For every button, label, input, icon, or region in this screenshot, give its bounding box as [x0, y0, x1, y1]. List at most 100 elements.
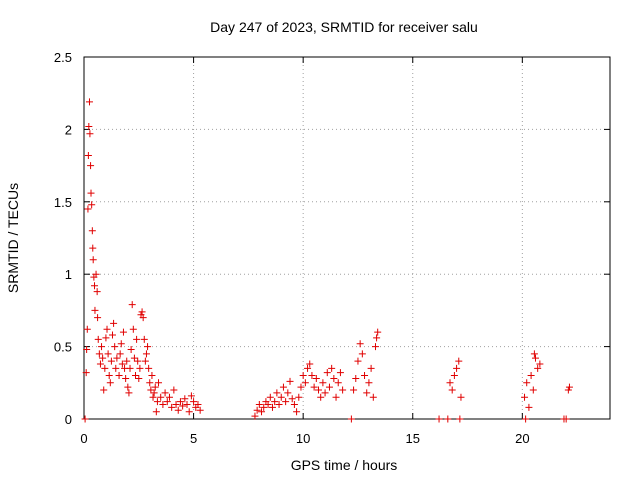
data-point: [194, 401, 202, 409]
x-tick-label: 5: [190, 431, 197, 446]
data-point: [94, 314, 102, 322]
data-point: [352, 374, 360, 382]
data-point: [149, 393, 157, 401]
data-point: [133, 335, 141, 343]
data-point: [88, 201, 96, 209]
data-point: [334, 379, 342, 387]
data-point: [323, 369, 331, 377]
data-point: [89, 256, 97, 264]
data-point: [106, 379, 114, 387]
data-point: [258, 408, 266, 416]
data-point: [268, 403, 276, 411]
y-tick-label: 0: [65, 412, 72, 427]
data-point: [123, 357, 131, 365]
data-point: [328, 364, 336, 372]
data-point: [260, 403, 268, 411]
data-point: [81, 415, 89, 423]
y-tick-label: 2: [65, 122, 72, 137]
data-point: [336, 369, 344, 377]
data-point: [125, 389, 133, 397]
data-point: [139, 314, 147, 322]
data-point: [153, 398, 161, 406]
chart-title: Day 247 of 2023, SRMTID for receiver sal…: [210, 19, 478, 35]
data-point: [110, 319, 118, 327]
data-point: [534, 364, 542, 372]
data-point: [444, 415, 452, 423]
data-point: [325, 383, 333, 391]
data-point: [132, 372, 140, 380]
data-point: [145, 364, 153, 372]
grid-layer: [84, 57, 610, 419]
data-point: [266, 393, 274, 401]
data-point: [98, 343, 106, 351]
data-point: [99, 354, 107, 362]
data-point: [129, 325, 137, 333]
data-point: [332, 393, 340, 401]
data-point: [271, 398, 279, 406]
data-point: [152, 408, 160, 416]
data-point: [356, 340, 364, 348]
data-point: [88, 227, 96, 235]
data-point: [105, 372, 113, 380]
data-point: [453, 364, 461, 372]
data-point: [273, 389, 281, 397]
data-point: [168, 403, 176, 411]
data-point: [196, 406, 204, 414]
data-point: [365, 379, 373, 387]
data-point: [183, 401, 191, 409]
data-point: [122, 374, 130, 382]
data-point: [103, 325, 111, 333]
data-point: [138, 308, 146, 316]
data-point: [83, 325, 91, 333]
data-point: [146, 379, 154, 387]
data-point: [96, 360, 104, 368]
data-point: [282, 398, 290, 406]
data-point: [319, 379, 327, 387]
data-point: [523, 379, 531, 387]
data-point: [521, 393, 529, 401]
data-point: [350, 386, 358, 394]
data-point: [531, 354, 539, 362]
data-point: [361, 372, 369, 380]
y-tick-label: 1: [65, 267, 72, 282]
data-point: [251, 412, 259, 420]
data-point: [354, 357, 362, 365]
data-point: [134, 357, 142, 365]
data-point: [255, 401, 263, 409]
data-point: [330, 374, 338, 382]
data-point: [94, 335, 102, 343]
point-layer: [81, 98, 573, 423]
data-point: [339, 386, 347, 394]
data-point: [374, 328, 382, 336]
data-point: [565, 383, 573, 391]
x-tick-label: 15: [406, 431, 420, 446]
data-point: [301, 379, 309, 387]
data-point: [277, 393, 285, 401]
data-point: [111, 343, 119, 351]
data-point: [101, 364, 109, 372]
data-point: [108, 331, 116, 339]
data-point: [157, 393, 165, 401]
data-point: [358, 350, 366, 358]
data-point: [83, 345, 91, 353]
data-point: [155, 379, 163, 387]
data-point: [142, 350, 150, 358]
data-point: [373, 334, 381, 342]
data-point: [115, 372, 123, 380]
data-point: [253, 406, 261, 414]
data-point: [102, 334, 110, 342]
data-point: [363, 389, 371, 397]
data-point: [315, 386, 323, 394]
data-point: [347, 415, 355, 423]
data-point: [100, 386, 108, 394]
data-point: [181, 395, 189, 403]
data-point: [299, 372, 307, 380]
data-point: [527, 372, 535, 380]
data-point: [92, 270, 100, 278]
data-point: [140, 335, 148, 343]
data-point: [151, 383, 159, 391]
data-point: [161, 389, 169, 397]
data-point: [148, 372, 156, 380]
data-point: [84, 151, 92, 159]
